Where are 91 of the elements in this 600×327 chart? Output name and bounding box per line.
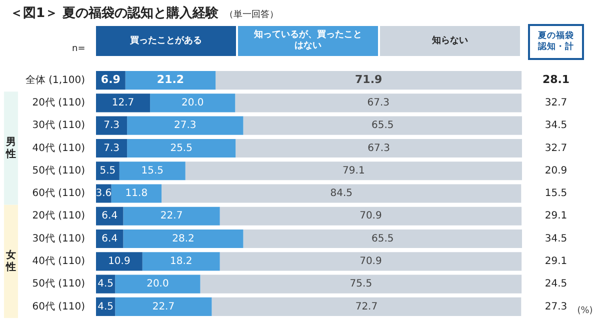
bar	[119, 162, 186, 180]
data-label: 22.7	[160, 210, 183, 222]
bar	[96, 116, 128, 135]
text: 20.9	[544, 165, 568, 176]
bar	[243, 116, 522, 135]
data-label: 10.9	[108, 256, 130, 268]
text: 29.1	[544, 256, 568, 268]
text: 知らない	[432, 36, 468, 46]
text: 男性	[5, 136, 16, 160]
data-label: 67.3	[368, 142, 390, 154]
bar	[150, 94, 236, 112]
bar	[123, 206, 220, 226]
data-label: 79.1	[342, 165, 365, 176]
bar	[142, 252, 220, 271]
text: 34.5	[544, 233, 568, 244]
text: 28.1	[542, 73, 570, 86]
data-label: 18.2	[170, 256, 192, 268]
bar	[125, 71, 216, 90]
data-label: 75.5	[350, 278, 372, 290]
data-label: 12.7	[112, 98, 134, 109]
bar	[115, 274, 200, 294]
bar	[96, 94, 150, 112]
bar	[127, 138, 236, 158]
data-label: 67.3	[367, 98, 390, 109]
bar	[162, 184, 522, 203]
chart-title: ＜図1＞ 夏の福袋の認知と購入経験	[10, 6, 219, 21]
text: 27.3	[544, 301, 568, 312]
text: 知っているが、買ったことはない	[253, 30, 363, 52]
y-tick-label: 60代 (110)	[32, 188, 86, 200]
text: 買ったことがある	[130, 36, 202, 46]
y-tick-label: 20代 (110)	[32, 210, 86, 222]
data-label: 5.5	[100, 165, 116, 176]
bar	[123, 229, 244, 248]
text: 15.5	[544, 188, 568, 200]
text: 29.1	[544, 210, 568, 222]
data-label: 70.9	[360, 256, 382, 268]
data-label: 84.5	[330, 188, 352, 200]
bar	[235, 94, 522, 112]
bar	[243, 229, 522, 248]
data-label: 15.5	[141, 165, 164, 176]
text: 32.7	[544, 98, 568, 109]
bar	[236, 138, 522, 158]
y-tick-label: 40代 (110)	[32, 256, 86, 268]
y-tick-label: 60代 (110)	[32, 301, 86, 312]
y-tick-label: 40代 (110)	[32, 142, 86, 154]
data-label: 20.0	[146, 278, 169, 290]
text: 女性	[5, 249, 16, 274]
data-label: 21.2	[156, 73, 184, 86]
bar	[96, 138, 128, 158]
data-label: 27.3	[174, 120, 196, 132]
data-label: 6.4	[102, 210, 118, 222]
data-label: 65.5	[371, 120, 394, 132]
y-tick-label: 全体 (1,100)	[25, 74, 86, 86]
bar	[220, 206, 522, 226]
text: 24.5	[544, 278, 568, 290]
data-label: 7.3	[104, 142, 120, 154]
text: 夏の福袋認知・計	[537, 31, 575, 53]
bar	[220, 252, 522, 271]
data-label: 28.2	[172, 233, 194, 244]
data-label: 20.0	[181, 98, 204, 109]
bar	[185, 162, 522, 180]
data-label: 25.5	[170, 142, 192, 154]
y-tick-label: 30代 (110)	[32, 120, 86, 132]
text: 32.7	[544, 142, 568, 154]
data-label: 71.9	[355, 73, 382, 86]
y-tick-label: 50代 (110)	[32, 165, 86, 176]
bar	[216, 71, 522, 90]
bar	[111, 184, 162, 203]
text: 34.5	[544, 120, 568, 132]
data-label: 4.5	[98, 278, 114, 290]
data-label: 65.5	[371, 233, 394, 244]
bar	[200, 274, 522, 294]
chart-subtitle: （単一回答）	[224, 10, 279, 20]
data-label: 3.6	[96, 188, 112, 200]
data-label: 70.9	[360, 210, 382, 222]
bar	[212, 297, 522, 316]
text: (%)	[577, 306, 593, 316]
data-label: 72.7	[355, 301, 378, 312]
data-label: 6.4	[102, 233, 118, 244]
bar	[115, 297, 212, 316]
data-label: 4.5	[98, 301, 114, 312]
data-label: 7.3	[104, 120, 120, 132]
y-tick-label: 30代 (110)	[32, 233, 86, 244]
y-tick-label: 50代 (110)	[32, 278, 86, 290]
text: n=	[72, 44, 86, 54]
bar	[127, 116, 244, 135]
data-label: 22.7	[152, 301, 175, 312]
bar	[96, 252, 142, 271]
y-tick-label: 20代 (110)	[32, 98, 86, 109]
data-label: 11.8	[125, 188, 148, 200]
data-label: 6.9	[100, 73, 120, 86]
